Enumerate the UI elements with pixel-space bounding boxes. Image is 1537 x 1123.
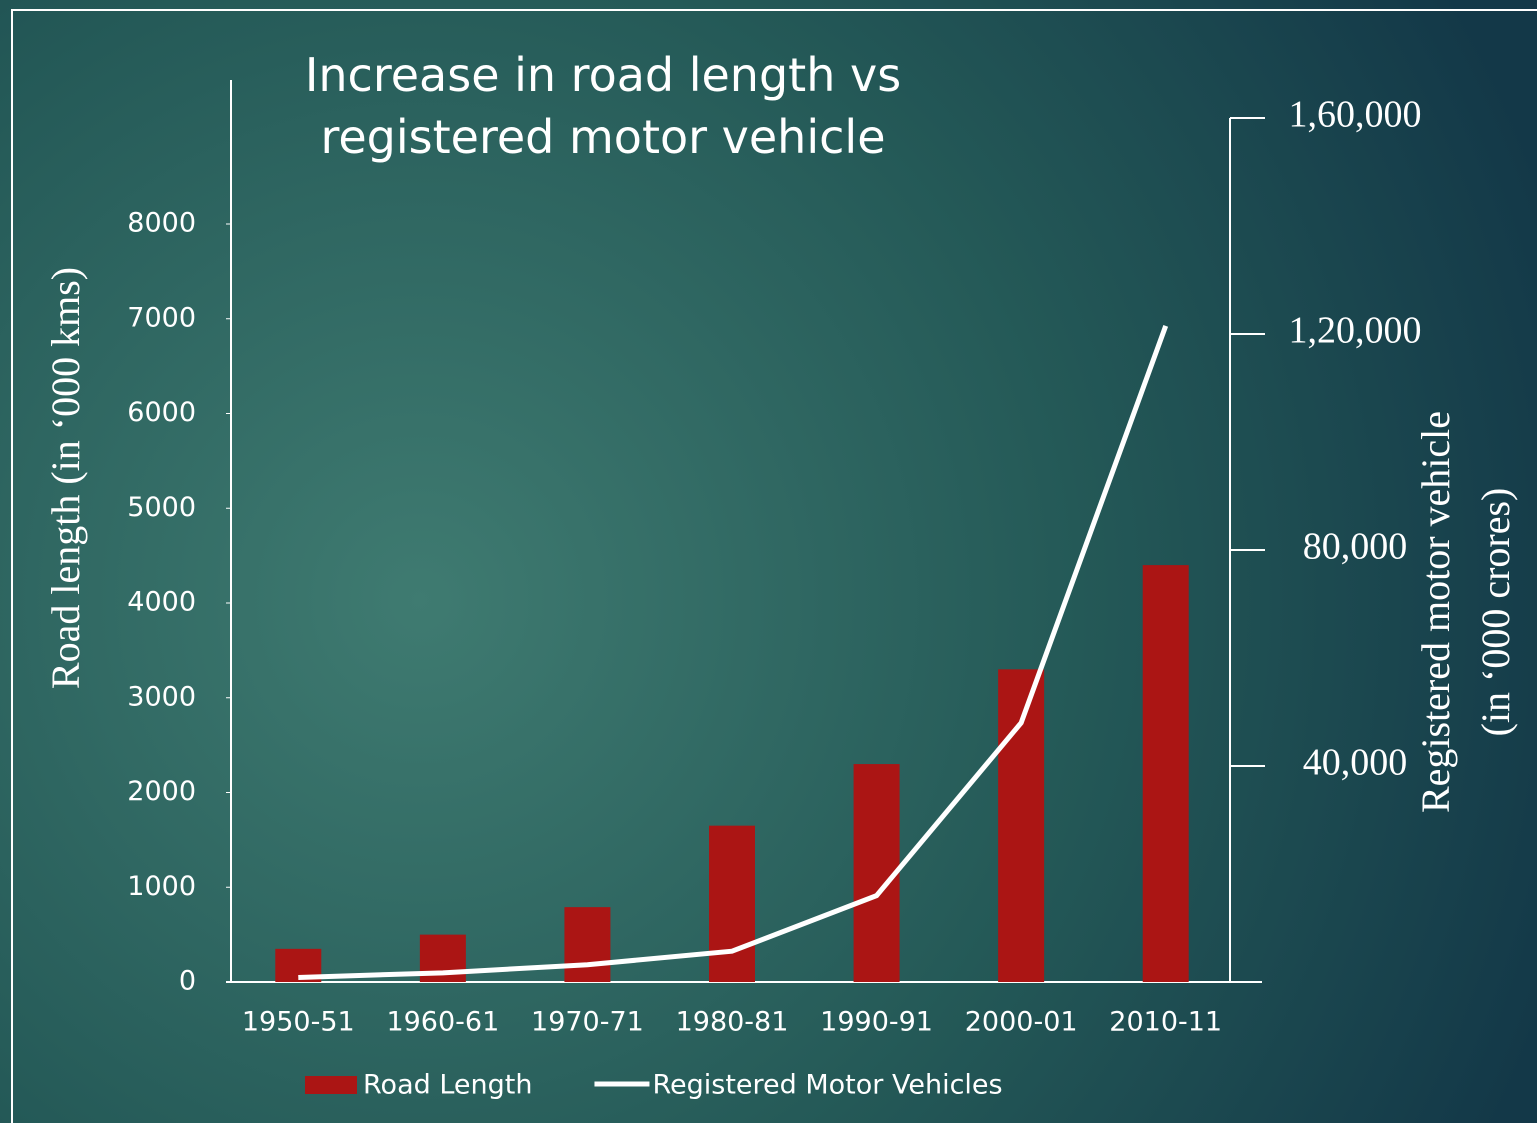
- y2-tick-label: 80,000: [1303, 526, 1408, 568]
- y-tick-label: 4000: [127, 587, 196, 618]
- legend-swatch: [305, 1076, 357, 1094]
- x-tick-label: 1960-61: [386, 1007, 499, 1038]
- bar: [564, 907, 611, 982]
- line: [298, 325, 1169, 980]
- y2-axis-label: (in ‘000 crores): [1473, 488, 1518, 737]
- x-tick-label: 1980-81: [676, 1007, 789, 1038]
- legend-label: Road Length: [363, 1070, 532, 1101]
- y2-tick-label: 1,60,000: [1289, 94, 1422, 136]
- y2-tick-label: 1,20,000: [1289, 310, 1422, 352]
- title-box: Increase in road length vs registered mo…: [304, 48, 902, 164]
- x-tick-label: 2000-01: [965, 1007, 1078, 1038]
- y-tick-label: 2000: [127, 776, 196, 807]
- bar: [1142, 565, 1189, 982]
- bar: [853, 764, 900, 982]
- x-tick-label: 2010-11: [1109, 1007, 1222, 1038]
- x-tick-label: 1990-91: [820, 1007, 933, 1038]
- y-tick-label: 5000: [127, 492, 196, 523]
- legend-label: Registered Motor Vehicles: [652, 1070, 1002, 1101]
- y-tick-label: 3000: [127, 681, 196, 712]
- y-tick-label: 0: [179, 966, 196, 997]
- chart-title: Increase in road length vs registered mo…: [304, 48, 902, 164]
- y2-axis-label: Registered motor vehicle: [1413, 411, 1458, 813]
- y-tick-label: 6000: [127, 397, 196, 428]
- y-tick-label: 7000: [127, 302, 196, 333]
- y-tick-label: 8000: [127, 208, 196, 239]
- bar: [709, 825, 755, 982]
- y-axis-label: Road length (in ‘000 kms): [43, 267, 88, 689]
- frame: [11, 9, 1537, 1123]
- x-tick-label: 1950-51: [242, 1007, 355, 1038]
- y2-tick-label: 40,000: [1303, 742, 1408, 784]
- y-tick-label: 1000: [127, 871, 196, 902]
- x-tick-label: 1970-71: [531, 1007, 644, 1038]
